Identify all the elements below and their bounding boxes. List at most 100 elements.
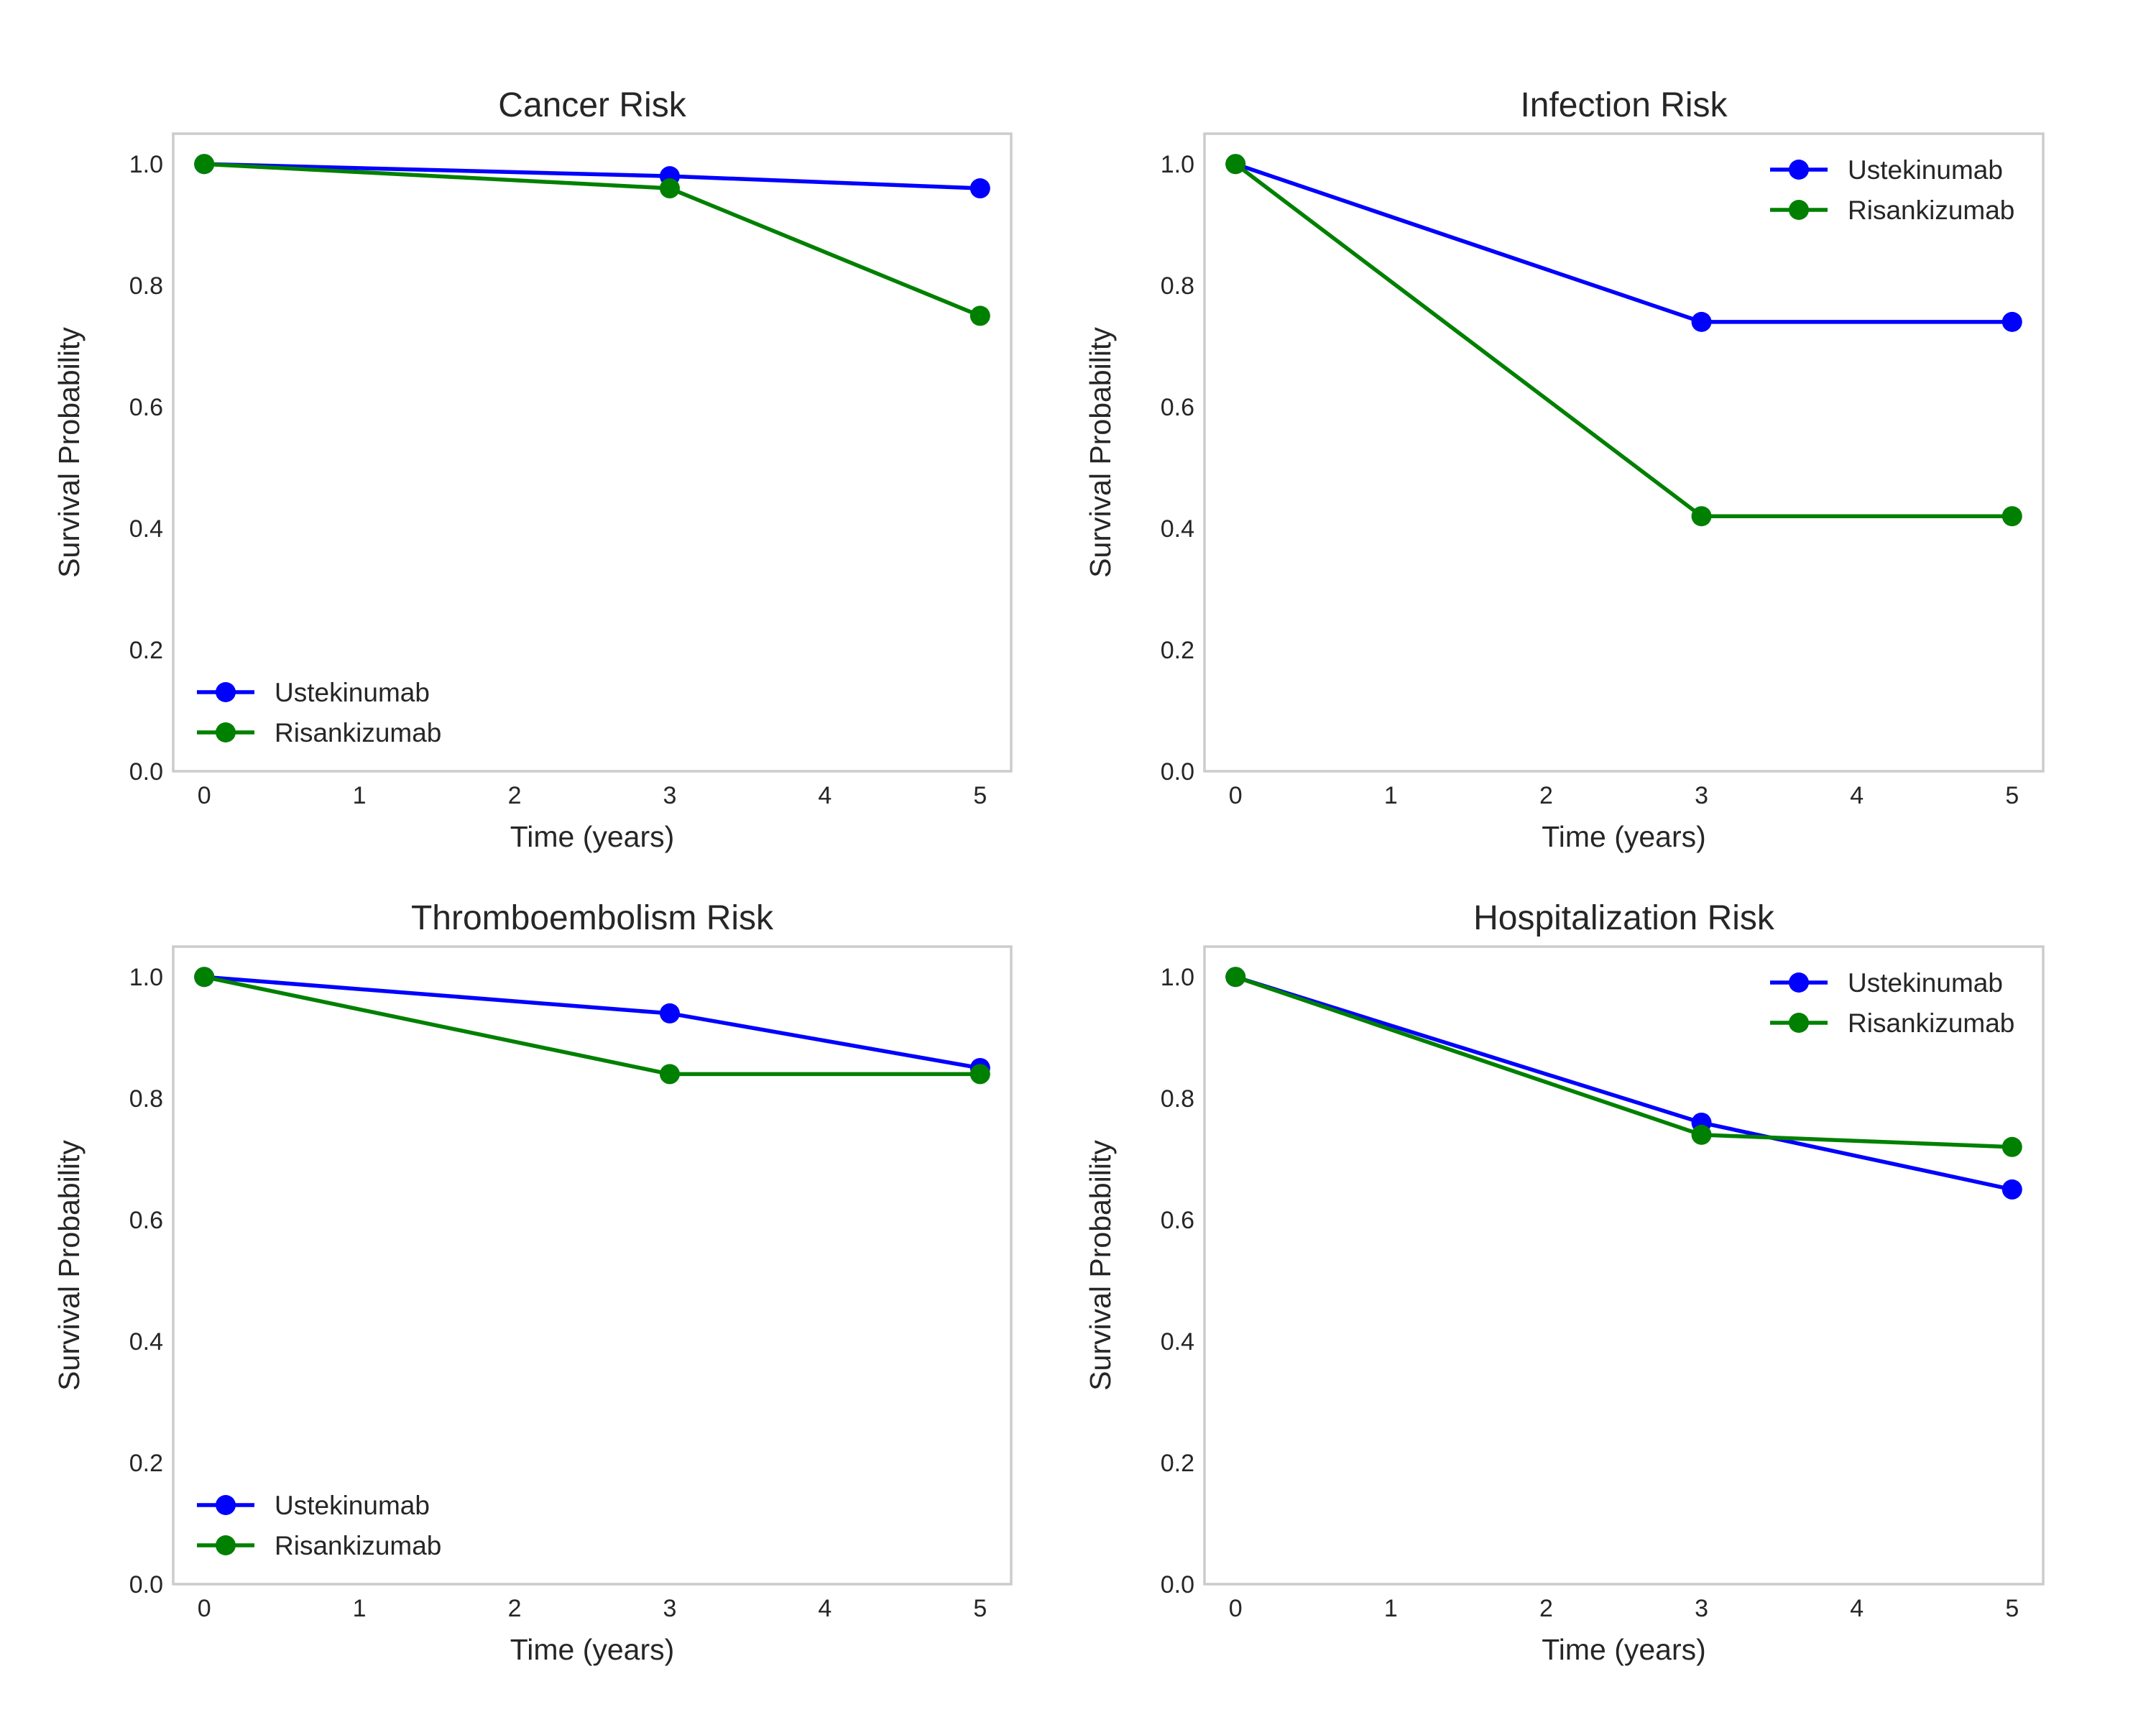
chart-title: Hospitalization Risk [1473,899,1775,937]
x-tick-label: 5 [2005,1595,2019,1622]
data-point-risankizumab [1225,967,1246,988]
data-point-risankizumab [194,154,215,175]
y-tick-label: 0.8 [1161,1085,1194,1113]
x-tick-label: 5 [2005,782,2019,809]
x-tick-label: 1 [1384,1595,1398,1622]
data-point-risankizumab [1691,1124,1712,1145]
data-point-risankizumab [1691,506,1712,527]
x-tick-label: 2 [1539,1595,1553,1622]
data-point-risankizumab [1225,154,1246,175]
x-tick-label: 0 [198,782,211,809]
y-tick-label: 0.2 [129,1450,163,1477]
x-axis-label: Time (years) [1542,1633,1706,1666]
legend-label-ustekinumab: Ustekinumab [275,678,430,707]
x-tick-label: 0 [1229,782,1243,809]
plot-frame [172,945,1013,1586]
y-tick-label: 0.0 [129,1571,163,1598]
legend: Ustekinumab Risankizumab [197,678,441,748]
y-tick-label: 0.8 [129,272,163,300]
x-tick-label: 3 [663,782,677,809]
y-tick-label: 0.6 [129,1207,163,1234]
x-tick-label: 1 [1384,782,1398,809]
y-tick-label: 1.0 [1161,151,1194,178]
x-tick-label: 1 [353,1595,367,1622]
y-tick-label: 0.4 [1161,515,1194,543]
legend-marker-ustekinumab [1789,160,1809,180]
legend-label-risankizumab: Risankizumab [1848,196,2014,225]
y-tick-label: 0.6 [1161,1207,1194,1234]
x-tick-label: 4 [1850,1595,1864,1622]
y-tick-label: 1.0 [1161,964,1194,991]
x-tick-label: 2 [508,782,522,809]
chart-title: Thromboembolism Risk [411,899,774,937]
x-tick-label: 5 [973,1595,987,1622]
x-tick-label: 0 [198,1595,211,1622]
x-tick-label: 5 [973,782,987,809]
y-axis-label: Survival Probability [1084,327,1117,578]
y-tick-label: 0.6 [129,394,163,421]
y-tick-label: 0.2 [1161,1450,1194,1477]
chart-panel: 0 1 2 3 4 5 0.0 0.2 0.4 0.6 0.8 1.0 Infection Risk Ti… [1084,86,2045,853]
data-point-risankizumab [194,967,215,988]
legend-label-risankizumab: Risankizumab [1848,1008,2014,1038]
data-point-ustekinumab [1691,311,1712,332]
y-tick-label: 0.4 [129,515,163,543]
y-tick-label: 0.0 [1161,758,1194,786]
x-tick-label: 4 [818,1595,831,1622]
chart-title: Cancer Risk [498,86,686,124]
data-point-risankizumab [969,1064,990,1085]
legend: Ustekinumab Risankizumab [197,1491,441,1560]
data-point-risankizumab [659,1064,680,1085]
legend-marker-risankizumab [216,1535,236,1555]
x-tick-label: 3 [663,1595,677,1622]
y-tick-label: 0.6 [1161,394,1194,421]
legend-marker-risankizumab [1789,200,1809,220]
x-tick-label: 3 [1695,782,1708,809]
y-axis-label: Survival Probability [52,1140,86,1391]
plot-frame [172,132,1013,773]
chart-panel: 0 1 2 3 4 5 0.0 0.2 0.4 0.6 0.8 1.0 Hospitalization … [1084,899,2045,1666]
y-tick-label: 0.8 [1161,272,1194,300]
plot-frame [1203,132,2045,773]
data-point-risankizumab [969,305,990,326]
legend-marker-risankizumab [216,722,236,742]
data-point-risankizumab [2001,506,2022,527]
y-tick-label: 0.0 [1161,1571,1194,1598]
legend-label-risankizumab: Risankizumab [275,1531,441,1560]
y-tick-label: 0.2 [129,637,163,664]
legend-label-risankizumab: Risankizumab [275,718,441,748]
y-tick-label: 1.0 [129,964,163,991]
data-point-ustekinumab [659,1003,680,1024]
y-tick-label: 1.0 [129,151,163,178]
x-axis-label: Time (years) [510,820,675,853]
legend-marker-risankizumab [1789,1013,1809,1033]
chart-title: Infection Risk [1520,86,1728,124]
data-point-ustekinumab [2001,311,2022,332]
chart-panel: 0 1 2 3 4 5 0.0 0.2 0.4 0.6 0.8 1.0 Cancer Risk Time … [52,86,1013,853]
legend-label-ustekinumab: Ustekinumab [1848,968,2003,998]
y-tick-label: 0.2 [1161,637,1194,664]
y-tick-label: 0.8 [129,1085,163,1113]
y-axis-label: Survival Probability [1084,1140,1117,1391]
y-tick-label: 0.4 [129,1328,163,1356]
legend-marker-ustekinumab [216,1495,236,1515]
legend-marker-ustekinumab [1789,972,1809,993]
x-tick-label: 0 [1229,1595,1243,1622]
x-tick-label: 2 [1539,782,1553,809]
legend-label-ustekinumab: Ustekinumab [1848,155,2003,185]
y-tick-label: 0.4 [1161,1328,1194,1356]
x-tick-label: 2 [508,1595,522,1622]
plot-frame [1203,945,2045,1586]
legend-label-ustekinumab: Ustekinumab [275,1491,430,1520]
x-tick-label: 1 [353,782,367,809]
data-point-ustekinumab [969,178,990,199]
x-axis-label: Time (years) [510,1633,675,1666]
x-tick-label: 4 [1850,782,1864,809]
chart-panel: 0 1 2 3 4 5 0.0 0.2 0.4 0.6 0.8 1.0 Thromboembolism … [52,899,1013,1666]
y-tick-label: 0.0 [129,758,163,786]
x-axis-label: Time (years) [1542,820,1706,853]
y-axis-label: Survival Probability [52,327,86,578]
legend: Ustekinumab Risankizumab [1770,155,2014,225]
legend: Ustekinumab Risankizumab [1770,968,2014,1038]
